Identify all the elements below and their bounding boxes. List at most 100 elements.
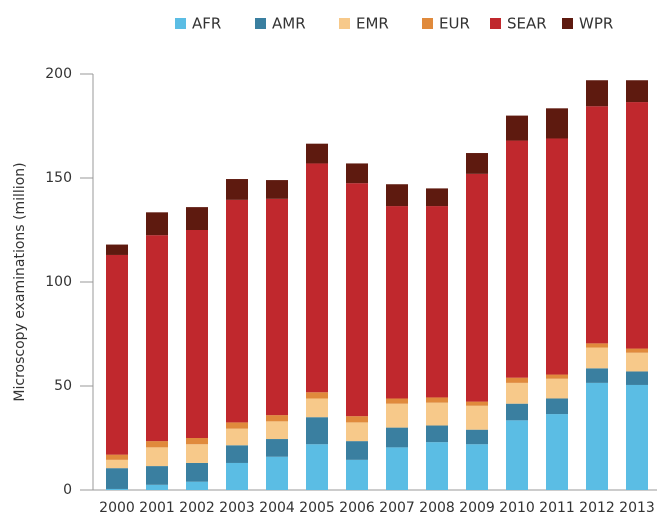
bar-segment	[626, 384, 648, 490]
bar-segment	[226, 445, 248, 463]
bar-segment	[586, 106, 608, 344]
x-tick-label: 2006	[339, 500, 375, 516]
bar-segment	[266, 439, 288, 457]
bar-segment	[146, 235, 168, 442]
bar-segment	[546, 398, 568, 415]
y-tick-label: 50	[54, 378, 72, 394]
bar-segment	[506, 403, 528, 421]
bar-segment	[546, 414, 568, 490]
bar-segment	[426, 425, 448, 443]
bar-segment	[466, 401, 488, 406]
bar-segment	[626, 102, 648, 349]
legend-swatch	[490, 18, 501, 29]
bar-segment	[346, 183, 368, 417]
bar-segment	[106, 488, 128, 490]
bar-segment	[466, 153, 488, 174]
bar-segment	[586, 80, 608, 107]
legend-label: EUR	[439, 15, 470, 33]
x-tick-label: 2005	[299, 500, 335, 516]
bar-segment	[106, 468, 128, 489]
bar-segment	[426, 402, 448, 426]
bar-segment	[546, 138, 568, 375]
bar-segment	[506, 115, 528, 141]
bar-segment	[186, 462, 208, 482]
bar-segment	[546, 378, 568, 399]
bar-segment	[466, 405, 488, 430]
bar-segment	[506, 420, 528, 490]
x-tick-label: 2009	[459, 500, 495, 516]
bar-segment	[426, 206, 448, 398]
x-tick-label: 2000	[99, 500, 135, 516]
legend-label: SEAR	[507, 15, 547, 33]
x-tick-label: 2012	[579, 500, 615, 516]
y-tick-label: 150	[45, 170, 72, 186]
bar-segment	[546, 108, 568, 139]
bar-segment	[346, 422, 368, 442]
bar-segment	[466, 444, 488, 490]
legend-label: WPR	[579, 15, 613, 33]
bar-segment	[546, 374, 568, 379]
legend-swatch	[175, 18, 186, 29]
bar-segment	[386, 403, 408, 428]
bar-segment	[226, 179, 248, 200]
bar-segment	[186, 230, 208, 438]
bar-segment	[186, 444, 208, 463]
legend-swatch	[255, 18, 266, 29]
y-tick-label: 100	[45, 274, 72, 290]
legend-swatch	[562, 18, 573, 29]
legend-label: AMR	[272, 15, 306, 33]
bar-segment	[426, 188, 448, 207]
bar-segment	[346, 441, 368, 460]
bar-segment	[146, 447, 168, 467]
bar-segment	[226, 422, 248, 429]
bar-segment	[106, 254, 128, 455]
bar-segment	[386, 184, 408, 207]
bar-segment	[466, 429, 488, 445]
bar-segment	[226, 462, 248, 490]
x-tick-label: 2004	[259, 500, 295, 516]
bar-segment	[346, 416, 368, 423]
x-tick-label: 2003	[219, 500, 255, 516]
bar-segment	[626, 352, 648, 372]
bar-segment	[106, 244, 128, 255]
bar-segment	[146, 212, 168, 236]
bar-segment	[586, 343, 608, 348]
bar-segment	[306, 398, 328, 418]
y-axis-label: Microscopy examinations (million)	[12, 162, 28, 401]
bar-segment	[186, 207, 208, 230]
bar-segment	[146, 466, 168, 485]
bar-segment	[146, 484, 168, 490]
bar-segment	[306, 163, 328, 393]
bar-segment	[226, 428, 248, 446]
bar-segment	[506, 382, 528, 404]
bar-segment	[586, 347, 608, 369]
bar-segment	[506, 377, 528, 383]
bar-segment	[466, 173, 488, 402]
x-tick-label: 2002	[179, 500, 215, 516]
bar-segment	[226, 199, 248, 423]
bar-segment	[186, 481, 208, 490]
bar-segment	[626, 371, 648, 385]
bar-segment	[266, 415, 288, 422]
bar-segment	[386, 398, 408, 404]
x-tick-label: 2001	[139, 500, 175, 516]
bar-segment	[266, 180, 288, 199]
bar-segment	[146, 441, 168, 448]
bar-segment	[586, 382, 608, 490]
bar-segment	[386, 447, 408, 490]
bar-segment	[306, 143, 328, 164]
legend-label: EMR	[356, 15, 389, 33]
x-tick-label: 2013	[619, 500, 655, 516]
y-tick-label: 0	[63, 482, 72, 498]
bar-segment	[106, 454, 128, 460]
bar-segment	[306, 417, 328, 445]
bar-segment	[266, 198, 288, 416]
bar-segment	[386, 206, 408, 399]
bar-segment	[186, 438, 208, 445]
legend-swatch	[339, 18, 350, 29]
bar-segment	[346, 163, 368, 184]
x-tick-label: 2008	[419, 500, 455, 516]
bar-segment	[626, 80, 648, 103]
y-tick-label: 200	[45, 66, 72, 82]
